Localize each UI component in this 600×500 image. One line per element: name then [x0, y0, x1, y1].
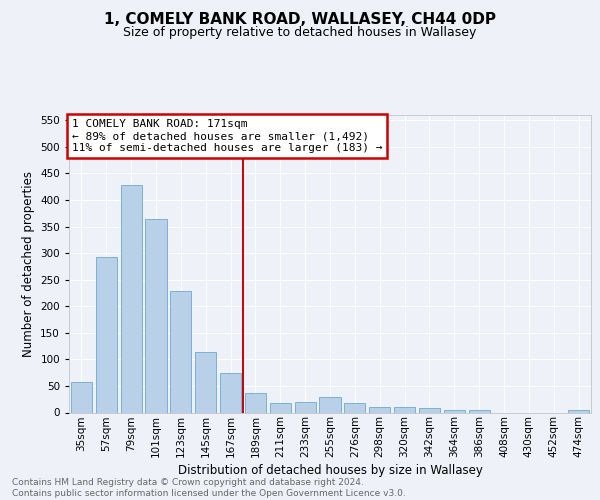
Bar	[369, 406, 390, 412]
Bar	[195, 352, 216, 412]
Bar	[469, 410, 490, 412]
X-axis label: Distribution of detached houses by size in Wallasey: Distribution of detached houses by size …	[178, 464, 482, 477]
Text: 1 COMELY BANK ROAD: 171sqm
← 89% of detached houses are smaller (1,492)
11% of s: 1 COMELY BANK ROAD: 171sqm ← 89% of deta…	[71, 120, 382, 152]
Bar	[71, 382, 92, 412]
Y-axis label: Number of detached properties: Number of detached properties	[22, 171, 35, 357]
Bar	[270, 403, 291, 412]
Bar	[245, 393, 266, 412]
Bar	[344, 404, 365, 412]
Bar	[145, 218, 167, 412]
Bar	[170, 292, 191, 412]
Bar	[394, 407, 415, 412]
Text: Contains HM Land Registry data © Crown copyright and database right 2024.
Contai: Contains HM Land Registry data © Crown c…	[12, 478, 406, 498]
Bar	[319, 397, 341, 412]
Bar	[419, 408, 440, 412]
Bar	[568, 410, 589, 412]
Bar	[121, 185, 142, 412]
Text: Size of property relative to detached houses in Wallasey: Size of property relative to detached ho…	[124, 26, 476, 39]
Bar	[444, 410, 465, 412]
Bar	[220, 372, 241, 412]
Text: 1, COMELY BANK ROAD, WALLASEY, CH44 0DP: 1, COMELY BANK ROAD, WALLASEY, CH44 0DP	[104, 12, 496, 28]
Bar	[96, 257, 117, 412]
Bar	[295, 402, 316, 412]
